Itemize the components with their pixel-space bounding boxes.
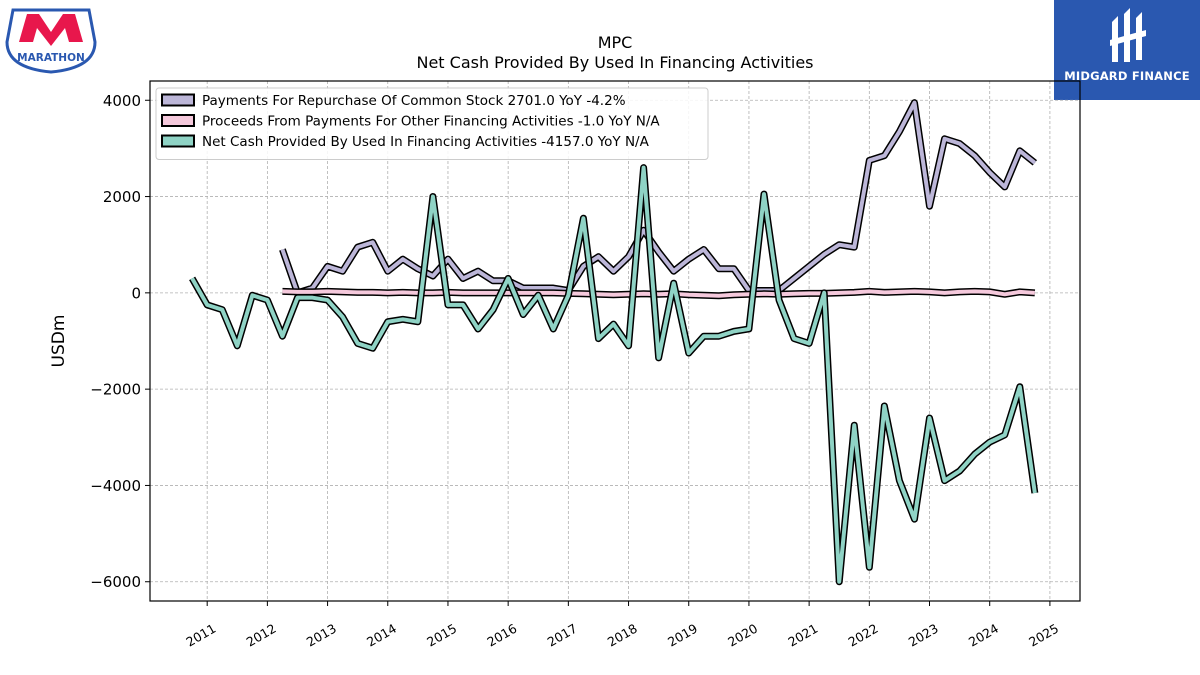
chart-title: MPC [597,33,633,52]
x-tick-label: 2015 [424,621,459,650]
x-tick-label: 2013 [304,621,339,650]
midgard-finance-logo: MIDGARD FINANCE [1054,0,1200,100]
legend-swatch [161,114,195,127]
y-tick-label: −2000 [90,381,141,399]
x-tick-label: 2025 [1026,621,1061,650]
series-line-outline [189,164,1039,586]
y-tick-label: 0 [131,284,141,302]
legend-label: Payments For Repurchase Of Common Stock … [202,93,626,109]
x-tick-label: 2024 [966,621,1001,650]
x-tick-label: 2011 [183,621,218,650]
y-tick-label: −6000 [90,573,141,591]
x-tick-label: 2014 [364,621,399,650]
axis-ticks: 4000 2000 0 −2000 −4000 −6000 2011 2012 2013 2014… [90,92,1061,650]
chart-subtitle: Net Cash Provided By Used In Financing A… [416,53,814,72]
x-tick-label: 2012 [244,621,279,650]
series-lines [189,99,1039,586]
series-line [280,100,1037,295]
midgard-logo-icon [1110,8,1146,62]
y-tick-label: −4000 [90,477,141,495]
legend-label: Proceeds From Payments For Other Financi… [202,114,660,130]
legend: Payments For Repurchase Of Common Stock … [155,87,709,160]
x-tick-label: 2020 [725,621,760,650]
marathon-logo: MARATHON [5,6,97,76]
x-tick-label: 2018 [605,621,640,650]
x-tick-label: 2021 [785,621,820,650]
x-tick-label: 2016 [484,621,519,650]
x-tick-label: 2023 [906,621,941,650]
legend-box [155,87,709,160]
y-tick-label: 4000 [103,92,141,110]
legend-label: Net Cash Provided By Used In Financing A… [202,134,650,150]
y-axis-label: USDm [49,315,69,368]
plot-frame [149,80,1081,602]
series-line [190,165,1037,584]
series-line [282,289,1035,298]
x-tick-label: 2017 [545,621,580,650]
x-tick-label: 2022 [846,621,881,650]
marathon-logo-text: MARATHON [17,52,85,64]
x-tick-label: 2019 [665,621,700,650]
legend-swatch [161,134,195,148]
midgard-logo-text: MIDGARD FINANCE [1064,69,1190,83]
y-tick-label: 2000 [103,188,141,206]
marathon-logo-mark: MARATHON [5,8,97,74]
legend-swatch [161,93,195,107]
